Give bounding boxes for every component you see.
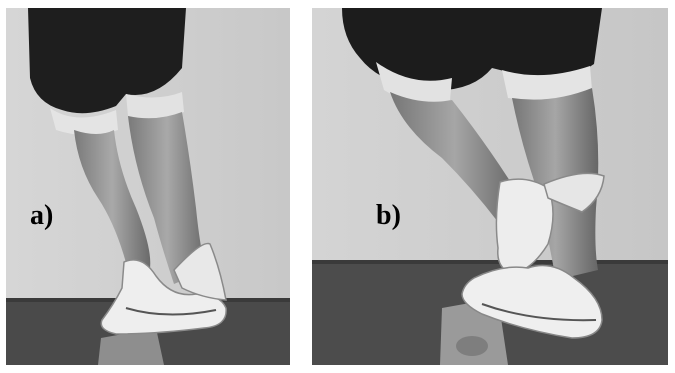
calf-raise-photo-b — [312, 8, 668, 365]
panel-label-b: b) — [376, 200, 401, 231]
calf-raise-photo-a — [6, 8, 290, 365]
photo-panel-b — [312, 8, 668, 365]
photo-panel-a — [6, 8, 290, 365]
panel-label-a: a) — [30, 200, 54, 231]
